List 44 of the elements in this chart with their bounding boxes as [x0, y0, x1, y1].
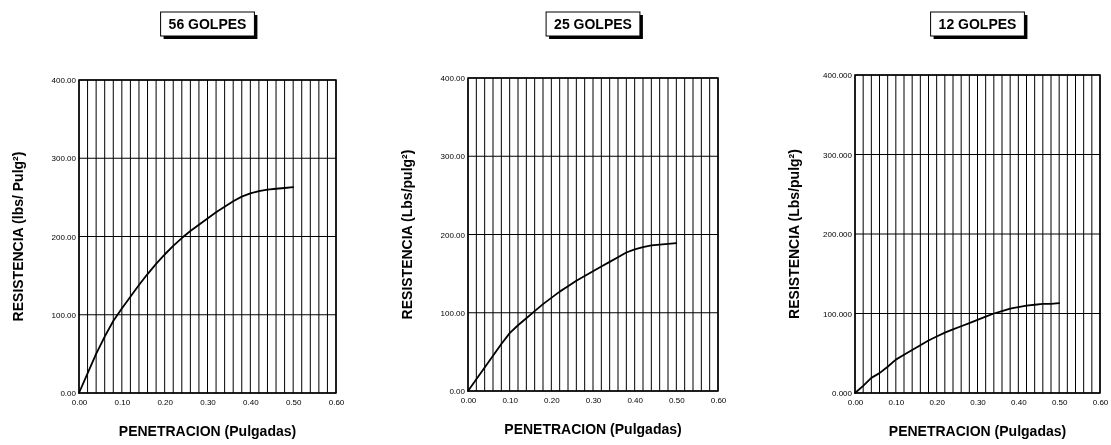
x-tick-label: 0.60 [710, 395, 727, 405]
chart-title: 56 GOLPES [168, 16, 247, 32]
x-tick-label: 0.50 [669, 395, 686, 405]
y-tick-label: 300.00 [51, 154, 77, 164]
y-tick-label: 100.000 [823, 309, 853, 319]
x-tick-label: 0.00 [847, 397, 864, 407]
x-tick-label: 0.00 [460, 395, 477, 405]
x-tick-label: 0.10 [888, 397, 905, 407]
chart-title: 12 GOLPES [938, 16, 1017, 32]
y-tick-label: 300.00 [440, 152, 466, 162]
y-tick-label: 400.000 [823, 71, 853, 81]
x-tick-label: 0.00 [71, 397, 88, 407]
x-tick-label: 0.30 [970, 397, 987, 407]
y-tick-label: 200.000 [823, 230, 853, 240]
x-tick-label: 0.40 [243, 397, 260, 407]
x-tick-label: 0.20 [929, 397, 946, 407]
y-tick-label: 100.00 [440, 308, 466, 318]
y-tick-label: 200.00 [440, 230, 466, 240]
x-tick-label: 0.20 [157, 397, 174, 407]
x-tick-label: 0.10 [114, 397, 131, 407]
y-tick-label: 100.00 [51, 310, 77, 320]
x-tick-label: 0.40 [627, 395, 644, 405]
x-tick-label: 0.40 [1011, 397, 1028, 407]
y-axis-title: RESISTENCIA (Lbs/pulg²) [399, 149, 415, 320]
y-axis-title: RESISTENCIA (lbs/ Pulg²) [10, 151, 26, 322]
x-tick-label: 0.10 [502, 395, 519, 405]
y-axis-title: RESISTENCIA (Lbs/pulg²) [786, 149, 802, 319]
x-tick-label: 0.60 [1092, 397, 1109, 407]
x-axis-title: PENETRACION (Pulgadas) [118, 423, 297, 439]
y-tick-label: 400.00 [51, 76, 77, 86]
chart-title: 25 GOLPES [554, 16, 632, 32]
y-tick-label: 300.000 [823, 150, 853, 160]
y-tick-label: 400.00 [440, 74, 466, 84]
x-tick-label: 0.30 [200, 397, 217, 407]
x-axis-title: PENETRACION (Pulgadas) [504, 421, 682, 437]
x-axis-title: PENETRACION (Pulgadas) [888, 423, 1067, 439]
x-tick-label: 0.20 [544, 395, 561, 405]
x-tick-label: 0.50 [285, 397, 302, 407]
x-tick-label: 0.60 [328, 397, 345, 407]
x-tick-label: 0.30 [585, 395, 602, 405]
y-tick-label: 0.00 [449, 387, 466, 397]
x-tick-label: 0.50 [1051, 397, 1068, 407]
y-tick-label: 200.00 [51, 232, 77, 242]
y-tick-label: 0.000 [831, 389, 853, 399]
